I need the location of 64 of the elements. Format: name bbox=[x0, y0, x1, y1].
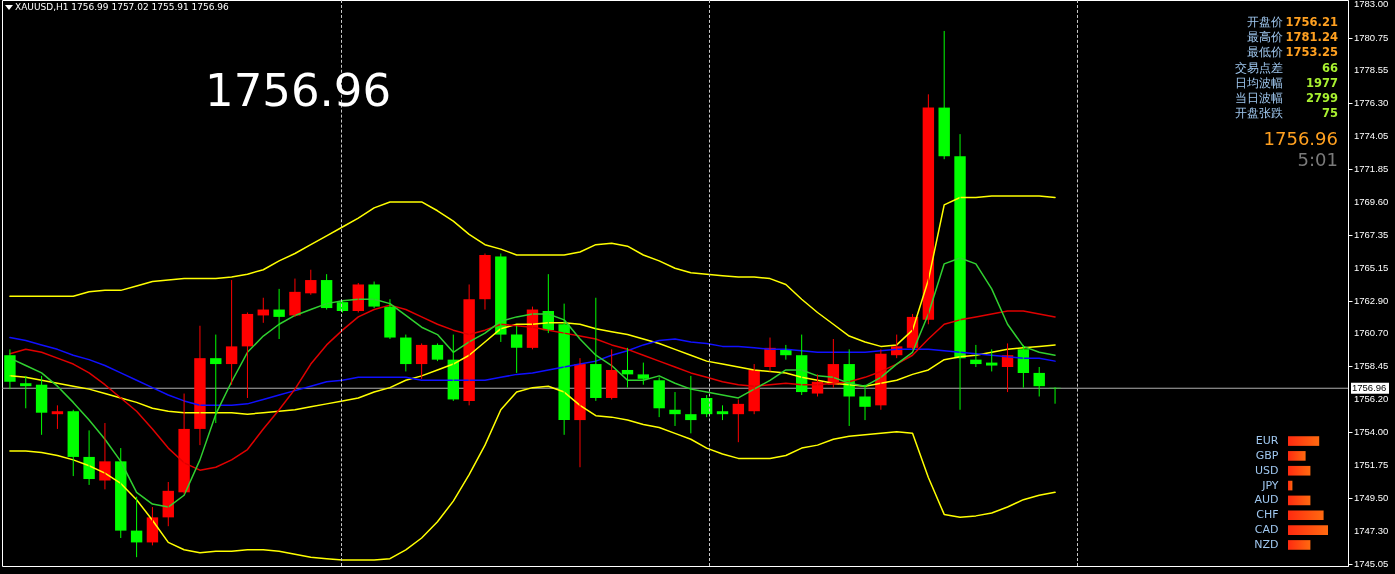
annotation: 1781.24 bbox=[1285, 30, 1338, 45]
annotation: 最低价 bbox=[1247, 45, 1283, 60]
candlestick bbox=[210, 334, 222, 424]
annotation: 1977 bbox=[1305, 75, 1338, 90]
y-tick-label: EUR bbox=[1255, 434, 1279, 448]
annotation: 最高价 bbox=[1247, 30, 1283, 45]
annotation: 5:01 bbox=[1297, 149, 1338, 170]
candlestick bbox=[558, 303, 570, 436]
chart-title: XAUUSD,H1 1756.99 1757.02 1755.91 1756.96 bbox=[15, 2, 229, 12]
y-tick-label: 1747.30 bbox=[1354, 524, 1389, 536]
line-series bbox=[9, 336, 1056, 407]
y-tick-label: 1778.55 bbox=[1354, 64, 1389, 76]
y-tick-label: USD bbox=[1254, 463, 1279, 477]
annotation: 日均波幅 bbox=[1235, 75, 1283, 90]
candlestick bbox=[495, 253, 507, 343]
y-tick-label: 1774.05 bbox=[1354, 130, 1389, 142]
candlestick bbox=[637, 362, 650, 386]
annotation: 1756.21 bbox=[1285, 15, 1338, 29]
bar bbox=[1288, 436, 1320, 446]
y-tick-label: 1754.00 bbox=[1354, 425, 1389, 437]
y-tick-label: JPY bbox=[1261, 478, 1279, 492]
y-tick-label: 1745.05 bbox=[1354, 557, 1389, 569]
candlestick bbox=[685, 375, 697, 434]
y-tick-label: 1749.50 bbox=[1354, 492, 1389, 504]
y-tick-label: 1765.15 bbox=[1354, 261, 1389, 273]
y-tick-label: 1769.60 bbox=[1354, 195, 1389, 207]
line-series bbox=[9, 385, 1056, 561]
annotation: 开盘价 bbox=[1247, 15, 1283, 29]
annotation: 当日波幅 bbox=[1235, 91, 1283, 105]
candlestick bbox=[938, 30, 950, 160]
y-tick-label: 1767.35 bbox=[1354, 229, 1389, 241]
annotation: 66 bbox=[1321, 60, 1338, 75]
y-tick-label: 1756.20 bbox=[1354, 393, 1389, 405]
y-tick-label: 1762.90 bbox=[1354, 294, 1389, 306]
annotation: 交易点差 bbox=[1235, 60, 1283, 75]
candlestick bbox=[400, 334, 412, 372]
y-tick-label: GBP bbox=[1255, 448, 1279, 462]
candlestick bbox=[859, 384, 871, 421]
candlestick bbox=[653, 376, 665, 418]
bar bbox=[1288, 540, 1311, 550]
bar bbox=[1288, 510, 1324, 521]
y-tick-label: CHF bbox=[1256, 508, 1279, 522]
bar bbox=[1288, 495, 1311, 506]
annotation: 开盘张跌 bbox=[1235, 106, 1283, 121]
annotation: 2799 bbox=[1305, 91, 1338, 105]
y-tick-label: 1760.70 bbox=[1354, 327, 1389, 339]
candlestick bbox=[590, 297, 602, 402]
annotation: 1756.96 bbox=[205, 64, 392, 117]
y-tick-label: NZD bbox=[1254, 537, 1279, 551]
y-tick-label: AUD bbox=[1254, 493, 1279, 507]
y-tick-label: CAD bbox=[1254, 523, 1279, 537]
y-tick-label: 1783.00 bbox=[1354, 0, 1389, 10]
y-tick-label: 1758.45 bbox=[1354, 360, 1389, 372]
y-tick-label: 1751.75 bbox=[1354, 459, 1389, 471]
annotation: 75 bbox=[1321, 106, 1338, 121]
annotation: 1756.96 bbox=[1263, 128, 1338, 149]
bar bbox=[1288, 451, 1306, 461]
y-tick-label: 1771.85 bbox=[1354, 162, 1389, 174]
bar bbox=[1288, 465, 1311, 476]
y-tick-label: 1776.30 bbox=[1354, 97, 1389, 109]
ref-line-label: 1756.96 bbox=[1352, 382, 1387, 394]
annotation: 1753.25 bbox=[1285, 45, 1338, 60]
bar bbox=[1288, 525, 1328, 535]
y-tick-label: 1780.75 bbox=[1354, 31, 1389, 43]
